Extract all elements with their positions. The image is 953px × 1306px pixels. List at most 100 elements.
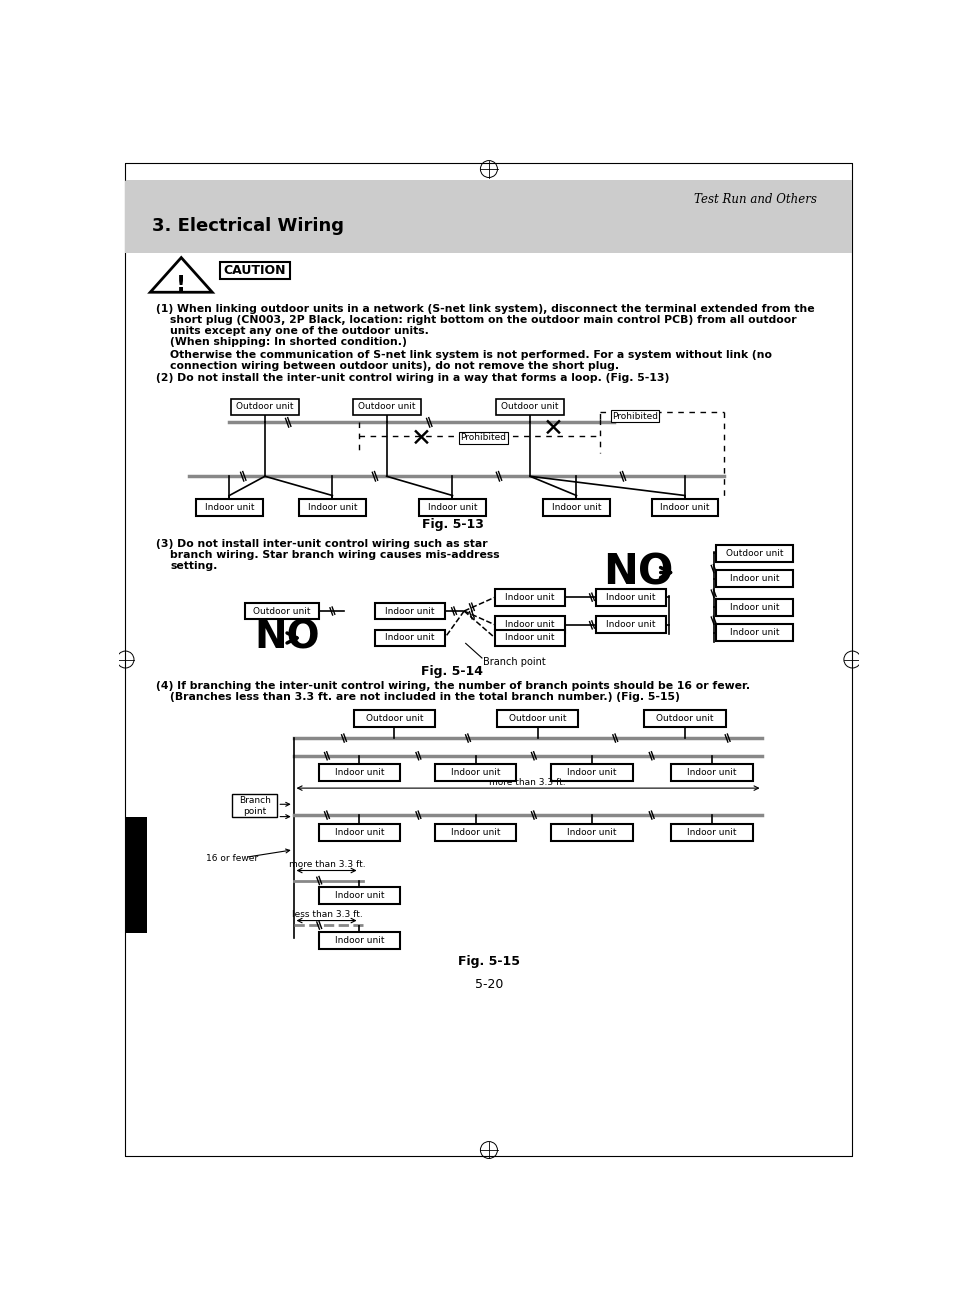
- Text: 3. Electrical Wiring: 3. Electrical Wiring: [152, 217, 343, 235]
- Bar: [435, 764, 516, 781]
- Text: Indoor unit: Indoor unit: [505, 633, 554, 643]
- Bar: [596, 616, 665, 633]
- Bar: [651, 499, 718, 516]
- Text: Indoor unit: Indoor unit: [335, 768, 384, 777]
- Bar: [231, 398, 298, 415]
- Text: Indoor unit: Indoor unit: [687, 768, 736, 777]
- Text: Indoor unit: Indoor unit: [385, 606, 435, 615]
- Bar: [671, 824, 752, 841]
- Bar: [195, 499, 262, 516]
- Bar: [220, 263, 290, 279]
- Text: Outdoor unit: Outdoor unit: [500, 402, 558, 411]
- Bar: [496, 398, 563, 415]
- Text: Outdoor unit: Outdoor unit: [236, 402, 294, 411]
- Text: Indoor unit: Indoor unit: [307, 503, 356, 512]
- Text: 5: 5: [129, 865, 144, 885]
- Text: Prohibited: Prohibited: [612, 411, 658, 421]
- Bar: [418, 499, 485, 516]
- Text: Otherwise the communication of S-net link system is not performed. For a system : Otherwise the communication of S-net lin…: [171, 350, 772, 360]
- Bar: [435, 824, 516, 841]
- Bar: [495, 589, 564, 606]
- Bar: [233, 794, 277, 818]
- Bar: [298, 499, 365, 516]
- Text: Outdoor unit: Outdoor unit: [725, 549, 782, 558]
- Text: Indoor unit: Indoor unit: [385, 633, 435, 643]
- Text: Indoor unit: Indoor unit: [659, 503, 709, 512]
- Text: branch wiring. Star branch wiring causes mis-address: branch wiring. Star branch wiring causes…: [171, 550, 499, 560]
- Text: Indoor unit: Indoor unit: [729, 628, 779, 637]
- Bar: [542, 499, 609, 516]
- Text: (2) Do not install the inter-unit control wiring in a way that forms a loop. (Fi: (2) Do not install the inter-unit contro…: [156, 374, 669, 384]
- Text: Indoor unit: Indoor unit: [605, 593, 655, 602]
- Bar: [375, 629, 444, 646]
- Text: connection wiring between outdoor units), do not remove the short plug.: connection wiring between outdoor units)…: [171, 362, 618, 371]
- Text: Fig. 5-13: Fig. 5-13: [421, 518, 483, 532]
- Bar: [318, 932, 399, 949]
- Text: Indoor unit: Indoor unit: [204, 503, 253, 512]
- Bar: [551, 764, 632, 781]
- Bar: [716, 545, 793, 562]
- Text: short plug (CN003, 2P Black, location: right bottom on the outdoor main control : short plug (CN003, 2P Black, location: r…: [171, 315, 796, 325]
- Bar: [643, 710, 725, 727]
- Bar: [375, 602, 444, 619]
- Text: units except any one of the outdoor units.: units except any one of the outdoor unit…: [171, 325, 429, 336]
- Text: 16 or fewer: 16 or fewer: [205, 854, 257, 863]
- Text: more than 3.3 ft.: more than 3.3 ft.: [289, 859, 365, 868]
- Text: Outdoor unit: Outdoor unit: [357, 402, 415, 411]
- Bar: [716, 598, 793, 615]
- Text: Indoor unit: Indoor unit: [335, 828, 384, 837]
- Bar: [318, 764, 399, 781]
- Text: Outdoor unit: Outdoor unit: [365, 714, 423, 724]
- Bar: [551, 824, 632, 841]
- Text: Test Run and Others: Test Run and Others: [693, 192, 816, 205]
- Bar: [318, 824, 399, 841]
- Text: Indoor unit: Indoor unit: [505, 620, 554, 629]
- Text: Outdoor unit: Outdoor unit: [253, 606, 311, 615]
- Text: NO: NO: [602, 551, 673, 593]
- Bar: [125, 818, 147, 932]
- Text: setting.: setting.: [171, 560, 217, 571]
- Bar: [611, 410, 659, 422]
- Bar: [495, 616, 564, 633]
- Text: Fig. 5-15: Fig. 5-15: [457, 955, 519, 968]
- Text: ✕: ✕: [542, 417, 563, 440]
- Text: Branch
point: Branch point: [238, 797, 271, 815]
- Text: Indoor unit: Indoor unit: [605, 620, 655, 629]
- Text: NO: NO: [254, 619, 320, 657]
- Text: Indoor unit: Indoor unit: [567, 768, 616, 777]
- Text: Outdoor unit: Outdoor unit: [656, 714, 713, 724]
- Text: Indoor unit: Indoor unit: [729, 575, 779, 584]
- Text: Indoor unit: Indoor unit: [335, 892, 384, 900]
- Text: Outdoor unit: Outdoor unit: [509, 714, 566, 724]
- Text: Indoor unit: Indoor unit: [451, 828, 500, 837]
- Bar: [497, 710, 578, 727]
- Text: Prohibited: Prohibited: [460, 434, 506, 443]
- Text: less than 3.3 ft.: less than 3.3 ft.: [292, 910, 362, 919]
- Bar: [716, 624, 793, 641]
- Bar: [716, 571, 793, 588]
- Text: Fig. 5-14: Fig. 5-14: [421, 665, 483, 678]
- Text: Indoor unit: Indoor unit: [505, 593, 554, 602]
- Bar: [318, 888, 399, 904]
- Bar: [459, 431, 507, 444]
- Text: (3) Do not install inter-unit control wiring such as star: (3) Do not install inter-unit control wi…: [156, 539, 488, 549]
- Text: Indoor unit: Indoor unit: [687, 828, 736, 837]
- Text: Branch point: Branch point: [483, 657, 546, 667]
- Text: Indoor unit: Indoor unit: [551, 503, 600, 512]
- Text: CAUTION: CAUTION: [223, 264, 286, 277]
- Text: 5-20: 5-20: [475, 978, 502, 991]
- Text: Indoor unit: Indoor unit: [335, 936, 384, 946]
- Bar: [671, 764, 752, 781]
- Bar: [125, 180, 852, 253]
- Bar: [596, 589, 665, 606]
- Text: Indoor unit: Indoor unit: [729, 602, 779, 611]
- Text: ✕: ✕: [411, 427, 432, 451]
- Text: !: !: [176, 274, 186, 295]
- Text: (When shipping: In shorted condition.): (When shipping: In shorted condition.): [171, 337, 407, 346]
- Bar: [245, 602, 318, 619]
- Text: (4) If branching the inter-unit control wiring, the number of branch points shou: (4) If branching the inter-unit control …: [156, 682, 750, 691]
- Text: (Branches less than 3.3 ft. are not included in the total branch number.) (Fig. : (Branches less than 3.3 ft. are not incl…: [171, 692, 679, 703]
- Bar: [353, 398, 420, 415]
- Text: Indoor unit: Indoor unit: [567, 828, 616, 837]
- Bar: [354, 710, 435, 727]
